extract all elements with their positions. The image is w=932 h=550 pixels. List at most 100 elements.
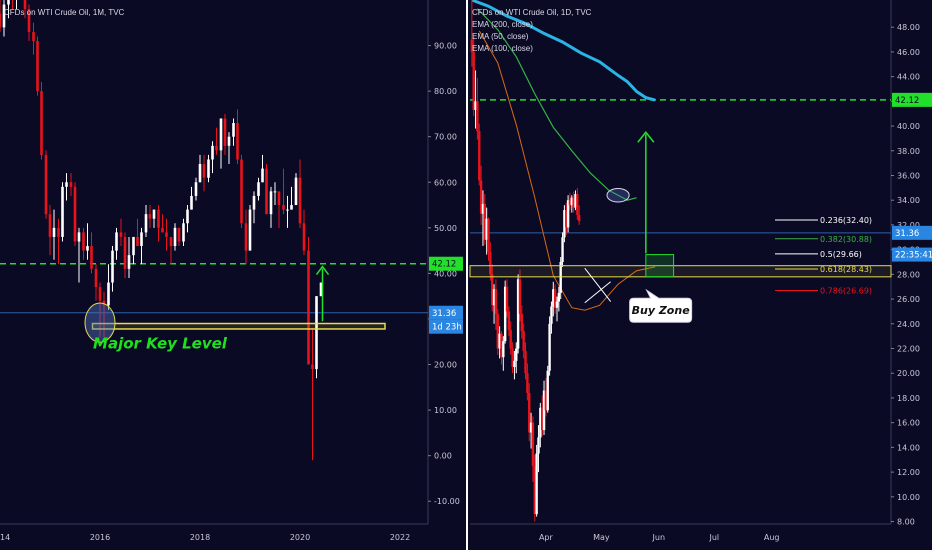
candle-body	[211, 145, 214, 160]
fib-level-label: 0.786(26.69)	[820, 287, 872, 296]
price-tag-label: 42.12	[895, 96, 919, 106]
candle-body	[516, 279, 520, 349]
candle-body	[265, 168, 268, 215]
candle-body	[315, 296, 318, 370]
candle-body	[244, 223, 248, 251]
candle-body	[498, 333, 501, 349]
candle-body	[505, 286, 509, 312]
candle-body	[548, 323, 551, 371]
candle-body	[257, 182, 260, 196]
candle-body	[572, 197, 575, 208]
major-key-level-label: Major Key Level	[93, 335, 228, 353]
candle-body	[511, 348, 514, 368]
triangle-trendline	[584, 281, 611, 304]
candle-body	[524, 350, 527, 374]
candle-body	[535, 453, 538, 515]
legend-ema-200: EMA (200, close)	[472, 20, 533, 29]
price-tag-label: 42.12	[432, 260, 456, 270]
candle-body	[570, 197, 573, 206]
y-tick-label: 24.00	[897, 320, 920, 329]
candle-body	[57, 227, 60, 237]
y-tick-label: 0.00	[434, 452, 452, 461]
y-tick-label: 48.00	[897, 23, 920, 32]
candle-body	[472, 51, 475, 110]
price-tag-box	[892, 247, 932, 262]
legend-ema-100: EMA (100, close)	[472, 44, 533, 53]
y-tick-label: 20.00	[897, 369, 920, 378]
candle-body	[311, 364, 314, 370]
candle-body	[177, 227, 181, 242]
candle-body	[307, 250, 310, 365]
key-level-ellipse	[84, 302, 116, 343]
candle-body	[252, 195, 256, 210]
candle-body	[132, 236, 135, 256]
price-tag-box	[892, 225, 932, 240]
candle-body	[127, 255, 131, 269]
candle-body	[574, 194, 577, 208]
candle-body	[546, 370, 549, 411]
daily-price-tags: 42.12 31.36 22:35:41	[892, 92, 932, 262]
monthly-chart-panel[interactable]: 90.0080.0070.0060.0050.0040.0030.0020.00…	[0, 0, 463, 542]
candle-body	[470, 39, 474, 52]
candle-body	[136, 236, 139, 247]
candle-body	[152, 209, 156, 219]
candle-body	[531, 422, 535, 466]
x-tick-label: 2020	[290, 533, 310, 542]
y-tick-label: 46.00	[897, 48, 920, 57]
candle-body	[102, 300, 106, 306]
candle-body	[194, 182, 198, 196]
price-tag-box	[429, 256, 463, 271]
candle-body	[7, 0, 10, 5]
monthly-axes: 90.0080.0070.0060.0050.0040.0030.0020.00…	[0, 0, 460, 542]
y-tick-label: 8.00	[897, 518, 915, 527]
candle-body	[513, 360, 516, 368]
x-tick-label: May	[593, 533, 610, 542]
x-tick-label: Jun	[652, 533, 666, 542]
candle-body	[555, 301, 559, 308]
candle-body	[269, 191, 273, 215]
y-tick-label: 80.00	[434, 87, 457, 96]
candle-body	[69, 182, 73, 187]
x-tick-label: 2018	[190, 533, 210, 542]
candle-body	[207, 159, 210, 178]
y-tick-label: 34.00	[897, 196, 920, 205]
y-tick-label: 90.00	[434, 42, 457, 51]
daily-chart-panel[interactable]: 48.0046.0044.0042.0040.0038.0036.0034.00…	[469, 0, 932, 542]
candle-body	[148, 214, 152, 219]
candle-body	[563, 210, 566, 238]
candle-body	[65, 182, 68, 187]
y-tick-label: 70.00	[434, 133, 457, 142]
panel-divider[interactable]	[466, 0, 468, 550]
candle-body	[236, 123, 239, 160]
candle-body	[115, 232, 118, 251]
candle-body	[40, 91, 43, 155]
y-tick-label: 20.00	[434, 361, 457, 370]
fib-level-label: 0.382(30.88)	[820, 235, 872, 244]
y-tick-label: 60.00	[434, 178, 457, 187]
candle-body	[561, 237, 564, 262]
candle-body	[528, 393, 531, 433]
candle-body	[515, 348, 518, 361]
candle-body	[529, 422, 533, 433]
candle-body	[232, 123, 235, 137]
y-tick-label: 10.00	[434, 406, 457, 415]
x-tick-label: 2016	[90, 533, 110, 542]
fib-yellow-band	[469, 265, 892, 278]
candle-body	[273, 191, 277, 193]
candle-body	[319, 282, 323, 297]
candle-body	[500, 333, 503, 358]
ema-50-line	[476, 8, 637, 201]
candle-body	[73, 186, 77, 242]
top-ellipse	[606, 187, 630, 203]
monthly-levels	[0, 262, 428, 314]
candle-body	[223, 118, 227, 146]
candle-body	[82, 232, 85, 251]
price-tag-label: 31.36	[432, 309, 456, 319]
fib-level-label: 0.236(32.40)	[820, 216, 872, 225]
candle-body	[32, 31, 35, 42]
price-tag-box	[892, 92, 932, 107]
candle-body	[144, 214, 148, 233]
y-tick-label: 32.00	[897, 221, 920, 230]
price-tag-label: 31.36	[895, 229, 919, 239]
